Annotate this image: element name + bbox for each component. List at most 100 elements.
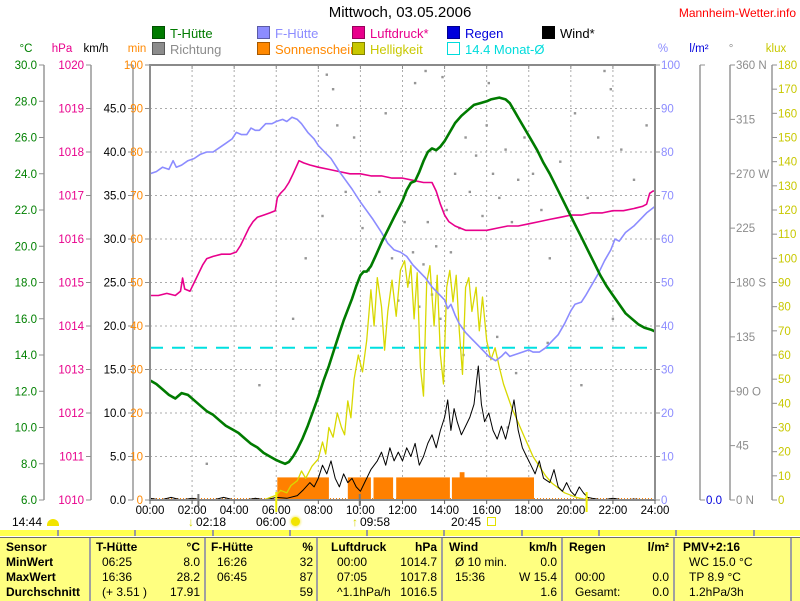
gridlines [150, 65, 655, 500]
axis-tick-label: 90 O [736, 386, 761, 398]
table-cell: 1.6 [540, 585, 557, 599]
table-cell: 00:00 [575, 570, 606, 584]
table-row-label: MinWert [6, 555, 54, 569]
sunrise-marker: 06:00 [256, 515, 301, 529]
legend-label: F-Hütte [275, 26, 319, 41]
axis-tick-label: 180 S [736, 278, 766, 290]
table-cell: Gesamt: [575, 585, 621, 599]
axis-tick-label: 1016 [58, 234, 84, 246]
table-column-title: Luftdruck [331, 540, 387, 554]
table-row-label: Durchschnitt [6, 585, 81, 599]
axis-tick-label: 10 [661, 452, 674, 464]
axis-rain: 0.0 l/m² [689, 43, 722, 507]
axis-tick-label: 100 [661, 60, 680, 72]
table-cell: 06:25 [102, 555, 133, 569]
table-cell: 8.0 [183, 555, 200, 569]
legend-label: Richtung [170, 42, 222, 57]
legend-label: Wind* [560, 26, 595, 41]
time-bar-tick [675, 530, 677, 536]
axis-tick-label: 20 [778, 447, 791, 459]
table-cell: 16:26 [217, 555, 248, 569]
x-tick-label: 20:00 [556, 505, 585, 517]
table-column-unit: l/m² [647, 540, 669, 554]
legend-swatch-icon [447, 42, 460, 55]
axis-tick-label: 22.0 [15, 205, 37, 217]
sunset-square-icon [487, 517, 497, 526]
table-column-title: Wind [449, 540, 479, 554]
sunset-marker: 20:45 [451, 515, 497, 529]
axis-tick-label: 1012 [58, 408, 84, 420]
axis-tick-label: 15.0 [104, 365, 126, 377]
moonset-time: 02:18 [196, 515, 227, 529]
axis-tick-label: 80 [130, 147, 143, 159]
axis-tick-label: 20.0 [15, 241, 37, 253]
x-tick-label: 00:00 [136, 505, 165, 517]
time-bar-tick [598, 530, 600, 536]
axis-tick-label: 30.0 [104, 234, 126, 246]
table-cell: 0.0 [540, 555, 557, 569]
axis-tick-label: 70 [130, 191, 143, 203]
site-link[interactable]: Mannheim-Wetter.info [678, 6, 796, 20]
table-cell: 1016.5 [400, 585, 437, 599]
table-column-title: Regen [569, 540, 606, 554]
axis-title-hpa: hPa [52, 43, 73, 55]
table-divider [673, 538, 675, 601]
time-bar-tick [753, 530, 755, 536]
table-divider [316, 538, 318, 601]
x-tick-label: 24:00 [641, 505, 670, 517]
axis-deg: 360 N 315 270 W 225 180 S 135 90 O 45 0 N ° [729, 43, 770, 507]
axis-tick-label: 1010 [58, 495, 84, 507]
sunset-time: 20:45 [451, 515, 482, 529]
legend-label: Luftdruck* [370, 26, 429, 41]
table-divider [89, 538, 91, 601]
time-scrollbar[interactable] [0, 530, 800, 536]
legend-swatch-icon [257, 42, 270, 55]
moon-transit-marker: 14:44 [12, 515, 60, 529]
table-cell: (+ 3.51 ) [102, 585, 148, 599]
table-cell: 28.2 [176, 570, 200, 584]
table-cell: 1017.8 [400, 570, 437, 584]
table-cell: 06:45 [217, 570, 248, 584]
axis-tick-label: 40 [130, 321, 143, 333]
axis-tick-label: 1013 [58, 365, 84, 377]
time-bar-tick [289, 530, 291, 536]
table-divider [441, 538, 443, 601]
table-cell: 07:05 [337, 570, 368, 584]
x-tick-label: 08:00 [304, 505, 333, 517]
axis-tick-label: 180 [778, 60, 797, 72]
axis-tick-label: 20 [130, 408, 143, 420]
axis-tick-label: 270 W [736, 169, 769, 181]
legend-label: Regen [465, 26, 504, 41]
axis-title-kmh: km/h [84, 43, 109, 55]
axis-tick-label: 30 [661, 365, 674, 377]
axis-tick-label: 28.0 [15, 96, 37, 108]
time-bar-tick [134, 530, 136, 536]
legend-label: Sonnenschein [275, 42, 358, 57]
table-cell: 00:00 [337, 555, 368, 569]
axis-tick-label: 80 [661, 147, 674, 159]
axis-tick-label: 150 [778, 133, 797, 145]
axis-tick-label: 90 [130, 104, 143, 116]
axis-tick-label: 16.0 [15, 314, 37, 326]
axis-tick-label: 8.0 [21, 459, 37, 471]
sun-moon-markers: 14:44 ↓ 02:18 06:00 ↑ 09:58 20:45 [0, 515, 800, 530]
legend-label: T-Hütte [170, 26, 213, 41]
table-cell: 0.0 [652, 570, 669, 584]
axis-tick-label: 14.0 [15, 350, 37, 362]
axis-tick-label: 70 [661, 191, 674, 203]
axis-tick-label: 1018 [58, 147, 84, 159]
axis-tick-label: 18.0 [15, 278, 37, 290]
page-title: Mittwoch, 03.05.2006 [328, 4, 472, 21]
axis-tick-label: 60 [130, 234, 143, 246]
moonset-marker: ↓ 02:18 [188, 515, 226, 529]
table-column-title: F-Hütte [211, 540, 253, 554]
legend: T-Hütte F-Hütte Luftdruck* Regen Wind* Richtu… [0, 0, 800, 60]
table-cell: 1.2hPa/3h [689, 585, 744, 599]
axis-title-temp: °C [20, 43, 33, 55]
moonrise-time: 09:58 [360, 515, 391, 529]
axis-tick-label: 45 [736, 441, 749, 453]
x-tick-label: 18:00 [514, 505, 543, 517]
moonrise-arrow-icon: ↑ [352, 515, 358, 529]
legend-item-f-h-tte: F-Hütte [257, 26, 318, 40]
